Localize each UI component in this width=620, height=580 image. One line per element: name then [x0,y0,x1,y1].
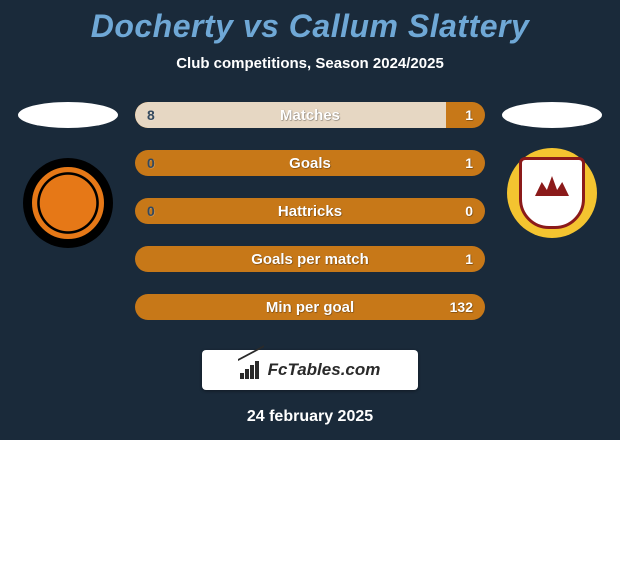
player-right-avatar [502,102,602,128]
stat-label: Matches [135,107,485,124]
stat-value-right: 1 [465,107,473,123]
stat-label: Min per goal [135,299,485,316]
stat-value-right: 0 [465,203,473,219]
stat-label: Goals [135,155,485,172]
stat-row: 8Matches1 [135,102,485,128]
player-left-avatar [18,102,118,128]
stat-value-right: 132 [450,299,473,315]
chart-icon [240,361,262,379]
club-badge-left [23,158,113,248]
left-side [13,102,123,248]
stat-value-right: 1 [465,251,473,267]
stat-label: Hattricks [135,203,485,220]
stat-row: 0Goals1 [135,150,485,176]
brand-text: FcTables.com [268,360,381,380]
right-side [497,102,607,238]
stat-row: 0Hattricks0 [135,198,485,224]
content-row: 8Matches10Goals10Hattricks0Goals per mat… [0,102,620,320]
subtitle: Club competitions, Season 2024/2025 [0,55,620,72]
date-text: 24 february 2025 [0,408,620,426]
stat-value-right: 1 [465,155,473,171]
stat-row: Goals per match1 [135,246,485,272]
stats-column: 8Matches10Goals10Hattricks0Goals per mat… [135,102,485,320]
comparison-card: Docherty vs Callum Slattery Club competi… [0,0,620,440]
stat-label: Goals per match [135,251,485,268]
page-title: Docherty vs Callum Slattery [0,0,620,45]
stat-row: Min per goal132 [135,294,485,320]
club-badge-right [507,148,597,238]
brand-box: FcTables.com [202,350,418,390]
